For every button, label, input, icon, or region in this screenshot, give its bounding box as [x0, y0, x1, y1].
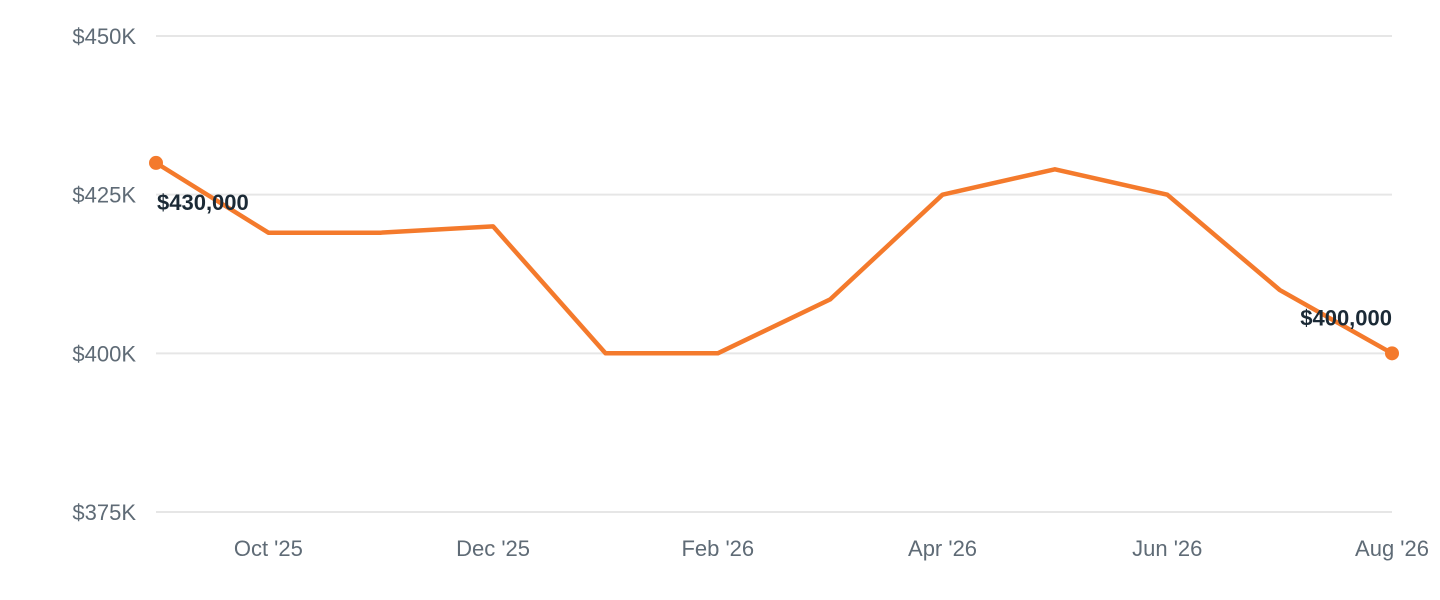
- x-tick-label: Feb '26: [681, 536, 754, 561]
- data-point-marker: [149, 155, 163, 170]
- x-tick-label: Aug '26: [1355, 536, 1429, 561]
- series-line-0: [153, 160, 1395, 356]
- x-tick-label: Apr '26: [908, 536, 977, 561]
- series: [153, 160, 1395, 356]
- y-tick-label: $450K: [72, 24, 136, 49]
- data-labels: $430,000 $400,000: [149, 155, 1399, 361]
- y-tick-label: $425K: [72, 183, 136, 208]
- data-label: $400,000: [1300, 305, 1392, 330]
- grid: [156, 35, 1392, 513]
- x-axis: Oct '25 Dec '25 Feb '26 Apr '26 Jun '26 Aug '…: [234, 536, 1429, 561]
- y-axis: $450K $425K $400K $375K: [72, 24, 136, 525]
- data-point-marker: [1385, 346, 1399, 361]
- data-label: $430,000: [157, 190, 249, 215]
- x-tick-label: Dec '25: [456, 536, 530, 561]
- y-tick-label: $375K: [72, 500, 136, 525]
- x-tick-label: Jun '26: [1132, 536, 1202, 561]
- y-tick-label: $400K: [72, 341, 136, 366]
- x-tick-label: Oct '25: [234, 536, 303, 561]
